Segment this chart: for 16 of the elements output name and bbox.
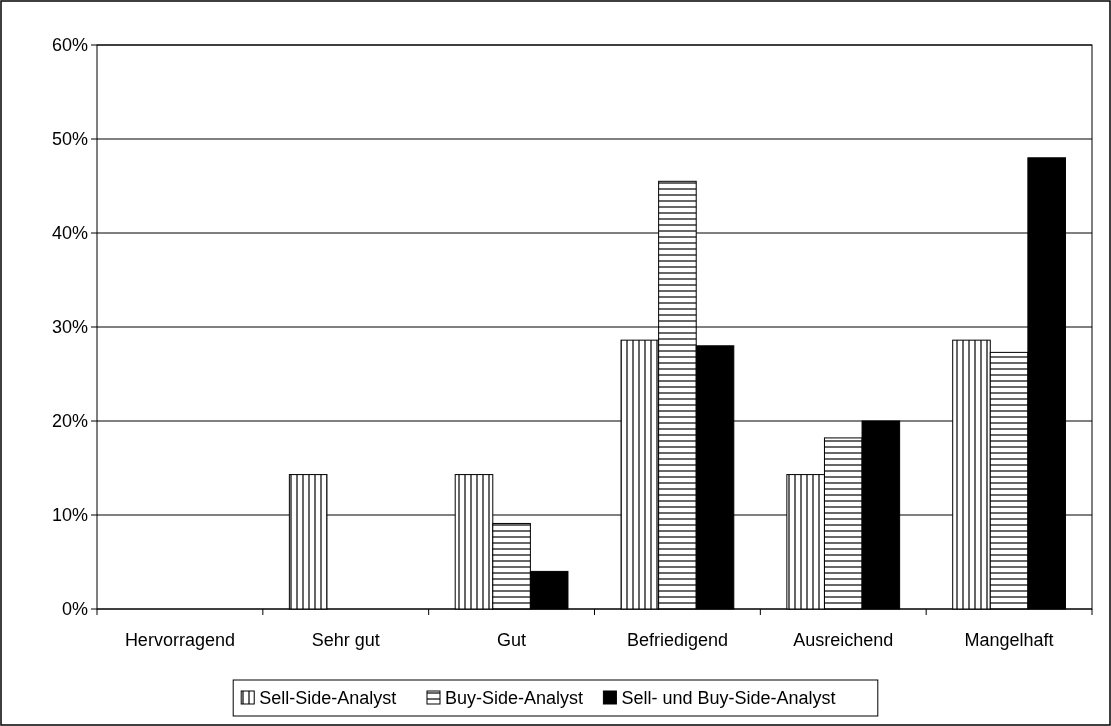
legend-label: Buy-Side-Analyst <box>445 688 584 709</box>
legend-label: Sell- und Buy-Side-Analyst <box>621 688 836 709</box>
legend-label: Sell-Side-Analyst <box>259 688 397 709</box>
y-tick-label: 20% <box>51 411 88 432</box>
x-tick-label: Sehr gut <box>311 630 380 650</box>
y-tick-label: 30% <box>51 317 88 338</box>
y-tick-label: 60% <box>51 35 88 56</box>
x-tick-label: Befriedigend <box>626 630 728 650</box>
x-tick-label: Mangelhaft <box>964 630 1054 650</box>
x-tick-label: Hervorragend <box>124 630 235 650</box>
x-tick-label: Gut <box>497 630 527 650</box>
y-tick-label: 0% <box>61 599 88 620</box>
y-tick-label: 50% <box>51 129 88 150</box>
y-tick-label: 10% <box>51 505 88 526</box>
x-tick-label: Ausreichend <box>793 630 894 650</box>
y-tick-label: 40% <box>51 223 88 244</box>
